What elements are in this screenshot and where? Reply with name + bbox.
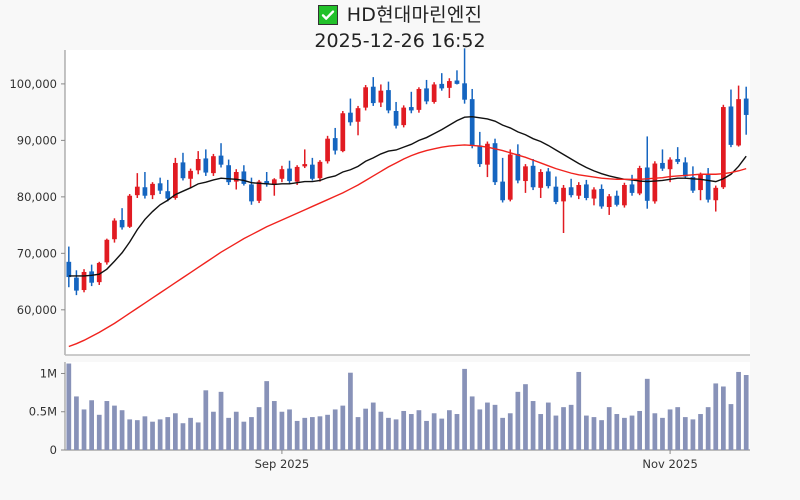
candlesticks <box>66 48 749 296</box>
price-y-axis: 60,000 70,000 80,000 90,000 100,000 <box>9 77 65 317</box>
svg-text:70,000: 70,000 <box>17 246 57 260</box>
volume-bars <box>66 363 749 450</box>
price-panel-background <box>64 50 750 356</box>
svg-text:0.5M: 0.5M <box>29 405 57 419</box>
svg-text:0: 0 <box>50 443 57 457</box>
page-title: HD현대마린엔진 <box>346 4 483 26</box>
chart-header: HD현대마린엔진 2025-12-26 16:52 <box>0 0 800 52</box>
volume-y-axis: 0 0.5M 1M <box>29 366 65 457</box>
volume-panel-background <box>64 362 750 451</box>
svg-text:60,000: 60,000 <box>17 303 57 317</box>
svg-text:Nov 2025: Nov 2025 <box>642 457 697 471</box>
timestamp-label: 2025-12-26 16:52 <box>314 30 486 52</box>
svg-text:1M: 1M <box>40 366 57 380</box>
svg-text:80,000: 80,000 <box>17 190 57 204</box>
green-check-icon <box>317 5 338 25</box>
svg-text:Sep 2025: Sep 2025 <box>255 457 310 471</box>
title-row: HD현대마린엔진 <box>0 2 800 28</box>
moving-average-lines <box>68 115 747 348</box>
svg-text:100,000: 100,000 <box>9 77 57 91</box>
x-axis: Sep 2025 Nov 2025 <box>255 450 698 471</box>
svg-text:90,000: 90,000 <box>17 133 57 147</box>
